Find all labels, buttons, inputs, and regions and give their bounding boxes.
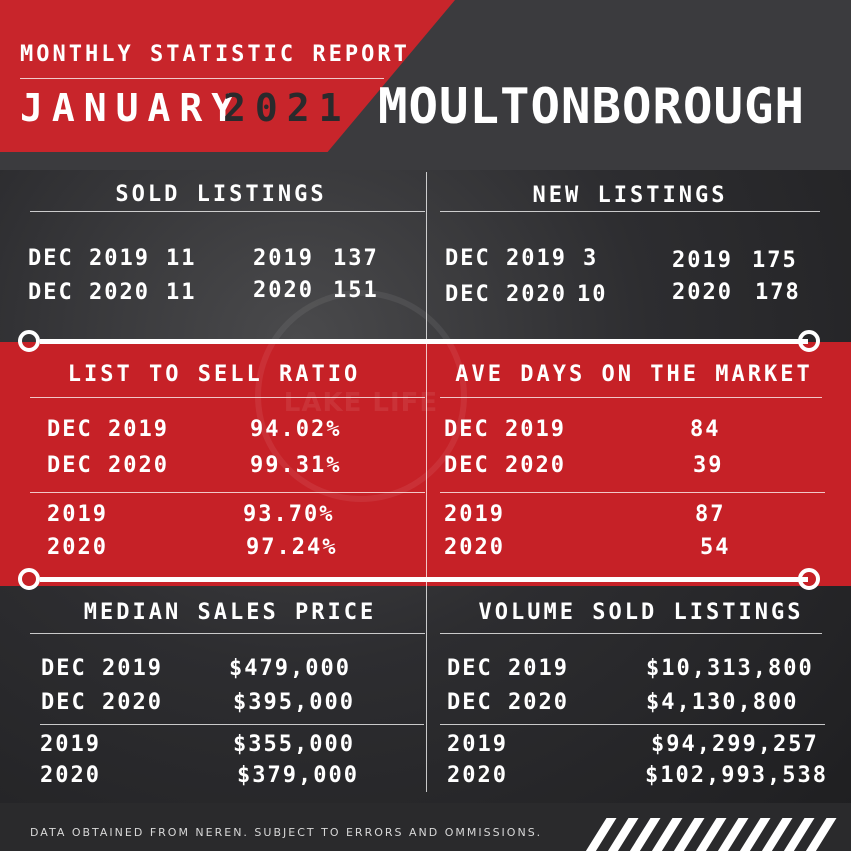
days-yearly-label: 2019: [444, 502, 505, 527]
ratio-title-rule: [30, 397, 425, 398]
ring-left-bottom: [18, 568, 40, 590]
new-monthly-value: 3: [583, 246, 599, 271]
new-yearly-label: 2020: [672, 280, 733, 305]
header-divider: [20, 78, 384, 79]
sold-yearly-label: 2020: [253, 278, 314, 303]
logo-watermark-text: LAKE LIFE: [283, 388, 439, 418]
sold-title-rule: [30, 211, 425, 212]
median-price-title: MEDIAN SALES PRICE: [83, 600, 377, 625]
new-listings-title: NEW LISTINGS: [532, 183, 728, 208]
sold-yearly-value: 151: [333, 278, 379, 303]
volume-sold-title: VOLUME SOLD LISTINGS: [478, 600, 804, 625]
median-monthly-value: $479,000: [229, 656, 351, 681]
ratio-monthly-label: DEC 2019: [47, 417, 169, 442]
volume-yearly-label: 2019: [447, 732, 508, 757]
divider-bar-bottom: [40, 577, 808, 582]
median-mid-rule: [40, 724, 424, 725]
ratio-yearly-label: 2019: [47, 502, 108, 527]
volume-monthly-label: DEC 2019: [447, 656, 569, 681]
new-yearly-value: 178: [755, 280, 801, 305]
median-yearly-label: 2019: [40, 732, 101, 757]
days-monthly-label: DEC 2020: [444, 453, 566, 478]
new-monthly-value: 10: [577, 282, 608, 307]
ratio-yearly-value: 93.70%: [243, 502, 335, 527]
ratio-monthly-value: 94.02%: [250, 417, 342, 442]
median-yearly-label: 2020: [40, 763, 101, 788]
volume-monthly-value: $4,130,800: [646, 690, 799, 715]
volume-yearly-value: $102,993,538: [645, 763, 828, 788]
report-year: 2021: [223, 86, 351, 130]
new-title-rule: [440, 211, 820, 212]
volume-monthly-value: $10,313,800: [646, 656, 814, 681]
days-mid-rule: [440, 492, 825, 493]
median-monthly-value: $395,000: [233, 690, 355, 715]
divider-bar-top: [40, 339, 808, 344]
median-yearly-value: $379,000: [237, 763, 359, 788]
days-yearly-value: 54: [700, 535, 731, 560]
volume-monthly-label: DEC 2020: [447, 690, 569, 715]
new-yearly-label: 2019: [672, 248, 733, 273]
new-yearly-value: 175: [752, 248, 798, 273]
days-monthly-value: 84: [690, 417, 721, 442]
volume-title-rule: [440, 633, 822, 634]
volume-mid-rule: [440, 724, 825, 725]
disclaimer: DATA OBTAINED FROM NEREN. SUBJECT TO ERR…: [30, 826, 543, 839]
report-month: JANUARY: [20, 86, 244, 130]
report-subtitle: MONTHLY STATISTIC REPORT: [20, 42, 410, 67]
days-yearly-label: 2020: [444, 535, 505, 560]
new-monthly-label: DEC 2020: [445, 282, 567, 307]
days-title-rule: [440, 397, 822, 398]
median-monthly-label: DEC 2020: [41, 690, 163, 715]
list-to-sell-title: LIST TO SELL RATIO: [67, 362, 361, 387]
volume-yearly-value: $94,299,257: [651, 732, 819, 757]
ratio-monthly-label: DEC 2020: [47, 453, 169, 478]
ratio-yearly-label: 2020: [47, 535, 108, 560]
days-monthly-value: 39: [693, 453, 724, 478]
days-yearly-value: 87: [695, 502, 726, 527]
sold-yearly-label: 2019: [253, 246, 314, 271]
sold-listings-title: SOLD LISTINGS: [115, 182, 327, 207]
ratio-yearly-value: 97.24%: [246, 535, 338, 560]
ring-right-bottom: [798, 568, 820, 590]
volume-yearly-label: 2020: [447, 763, 508, 788]
sold-monthly-label: DEC 2020: [28, 280, 150, 305]
sold-monthly-label: DEC 2019: [28, 246, 150, 271]
center-divider: [426, 172, 427, 792]
median-title-rule: [30, 633, 425, 634]
median-monthly-label: DEC 2019: [41, 656, 163, 681]
sold-monthly-value: 11: [166, 280, 197, 305]
town-name: MOULTONBOROUGH: [378, 78, 806, 135]
median-yearly-value: $355,000: [233, 732, 355, 757]
sold-yearly-value: 137: [333, 246, 379, 271]
new-monthly-label: DEC 2019: [445, 246, 567, 271]
ratio-monthly-value: 99.31%: [250, 453, 342, 478]
ring-left-top: [18, 330, 40, 352]
ring-right-top: [798, 330, 820, 352]
days-monthly-label: DEC 2019: [444, 417, 566, 442]
ave-days-title: AVE DAYS ON THE MARKET: [455, 362, 813, 387]
sold-monthly-value: 11: [166, 246, 197, 271]
ratio-mid-rule: [30, 492, 425, 493]
logo-watermark: [255, 290, 467, 502]
